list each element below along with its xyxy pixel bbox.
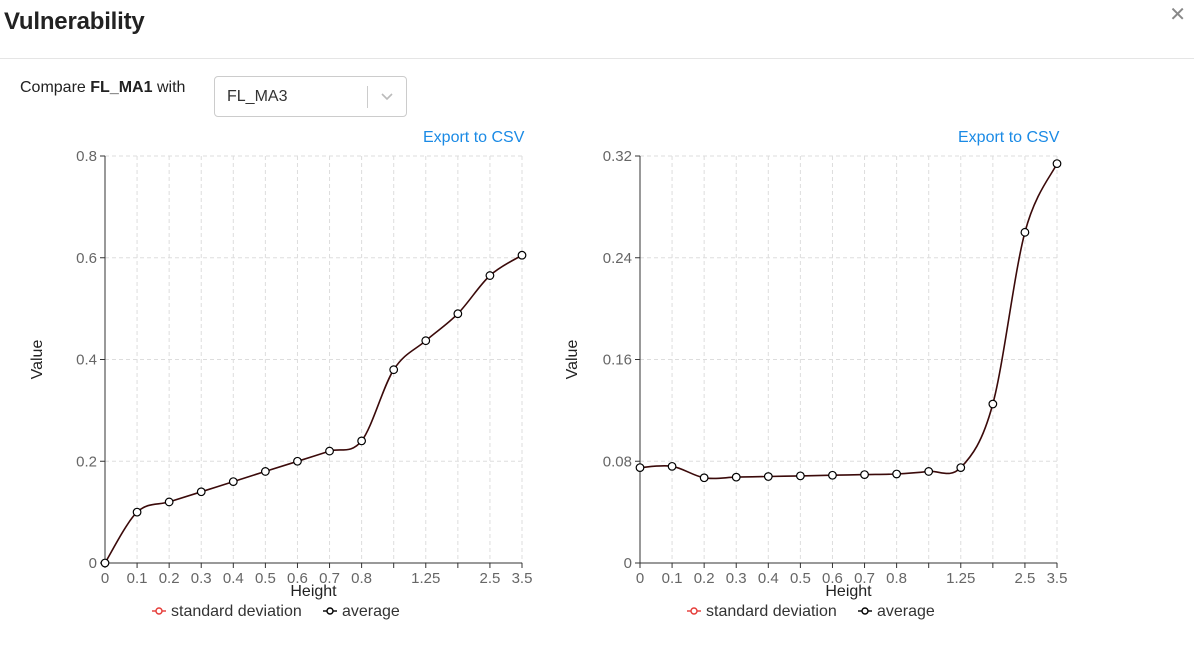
x-tick-label: 0.7 [854,570,875,587]
y-tick-label: 0.4 [76,352,97,369]
compare-entity: FL_MA1 [90,79,153,96]
data-point [325,446,334,456]
legend-marker [861,607,869,615]
x-tick-label: 0.4 [223,570,244,587]
data-point [485,271,495,280]
data-point [196,487,206,497]
x-tick-label: 2.5 [479,570,500,587]
legend-label: standard deviation [171,603,302,620]
y-tick-label: 0.8 [76,148,97,165]
x-tick-label: 0.1 [127,570,148,587]
data-point [293,456,302,466]
x-tick-label: 2.5 [1014,570,1035,587]
compare-suffix: with [156,79,186,96]
data-point [988,399,998,409]
vulnerability-chart-left: 0 0.2 0.4 0.6 0.8 0 0.1 0.2 0.3 0.4 0.5 0.6 0.7 0.8 1.… [29,148,533,620]
data-point [517,250,527,260]
legend-label: average [342,603,400,620]
y-tick-label: 0.32 [603,148,632,165]
data-point [1020,227,1030,237]
legend-item: average [323,603,400,620]
data-point [164,497,174,507]
legend-label: average [877,603,935,620]
data-point [731,472,741,482]
compare-label: Compare FL_MA1 with [20,79,185,97]
x-tick-label: 0.7 [319,570,340,587]
grid-lines [639,155,1058,564]
x-tick-label: 0.3 [726,570,747,587]
x-tick-label: 0 [636,570,644,587]
y-axis-title: Value [29,340,46,380]
legend-item: standard deviation [152,603,302,620]
vulnerability-chart-right: 0 0.08 0.16 0.24 0.32 0 0.1 0.2 0.3 0.4 0.5 0.6 0.7 0… [564,148,1068,620]
data-point [956,463,966,473]
series-line-average [104,254,523,564]
x-tick-label: 3.5 [512,570,533,587]
x-axis-title: Height [290,583,337,600]
x-tick-label: 0.3 [191,570,212,587]
x-tick-label: 0.8 [886,570,907,587]
data-point [860,470,869,480]
x-tick-label: 0.6 [287,570,308,587]
close-icon[interactable]: ✕ [1169,4,1186,26]
x-tick-label: 0.5 [255,570,276,587]
chevron-down-icon[interactable] [376,85,398,107]
y-tick-label: 0.2 [76,453,97,470]
x-tick-label: 0.2 [159,570,180,587]
y-axis-title: Value [564,340,581,380]
y-tick-label: 0.6 [76,250,97,267]
series-line-average [639,163,1058,480]
compare-select[interactable]: FL_MA3 [214,76,407,117]
data-point [100,558,110,568]
y-tick-label: 0 [89,555,97,572]
x-tick-label: 3.5 [1047,570,1068,587]
data-point [667,461,677,471]
x-tick-label: 1.25 [946,570,975,587]
compare-prefix: Compare [20,79,86,96]
y-tick-label: 0.16 [603,352,632,369]
data-point [635,463,645,473]
grid-lines [104,155,523,564]
data-point [357,436,367,446]
x-tick-label: 0 [101,570,109,587]
export-csv-link-left[interactable]: Export to CSV [423,129,525,146]
legend-item: standard deviation [687,603,837,620]
data-point [828,470,837,480]
legend-item: average [858,603,935,620]
x-tick-label: 0.2 [694,570,715,587]
data-point [260,467,270,476]
export-csv-link-right[interactable]: Export to CSV [958,129,1060,146]
data-point [1052,159,1062,169]
x-tick-label: 0.6 [822,570,843,587]
page-title: Vulnerability [4,8,145,35]
data-point [389,365,399,375]
x-tick-label: 0.8 [351,570,372,587]
y-tick-label: 0.24 [603,250,632,267]
x-tick-label: 0.4 [758,570,779,587]
data-point [892,469,902,479]
data-point [924,467,934,476]
dialog-header: Vulnerability ✕ [0,0,1194,59]
y-tick-label: 0 [624,555,632,572]
legend-label: standard deviation [706,603,837,620]
x-tick-label: 0.5 [790,570,811,587]
legend-marker [155,607,163,615]
legend-marker [326,607,334,615]
y-tick-label: 0.08 [603,453,632,470]
compare-select-value: FL_MA3 [227,88,288,105]
data-point [795,471,805,481]
x-tick-label: 1.25 [411,570,440,587]
data-point [132,507,142,517]
data-point [228,477,238,487]
legend-marker [690,607,698,615]
x-axis-title: Height [825,583,872,600]
x-tick-label: 0.1 [662,570,683,587]
data-point [421,336,431,346]
data-point [699,473,709,483]
select-separator [367,86,368,108]
data-point [453,309,463,319]
data-point [763,472,773,481]
